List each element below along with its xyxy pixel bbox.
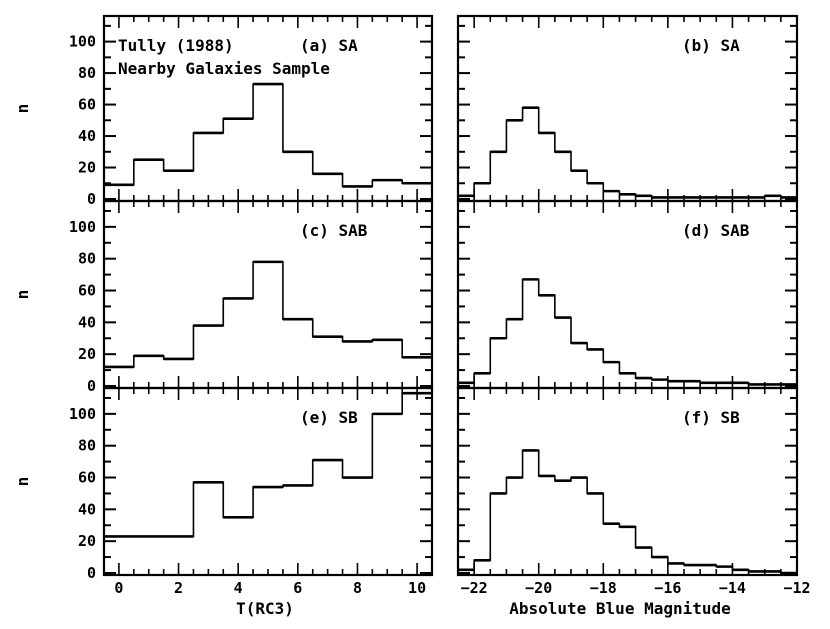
panel-5: 0 20 40 60 80 100 n 0 2 4 6 8 10 (e) SB — [13, 386, 434, 597]
panel-1: 0 20 40 60 80 100 n (a) SA — [13, 14, 434, 208]
histogram-step-line — [457, 449, 797, 574]
panel-2: (b) SA — [456, 14, 799, 203]
x-tick-label: −16 — [654, 579, 681, 597]
y-tick-label: 20 — [78, 345, 96, 363]
y-tick-label: 0 — [87, 377, 96, 395]
y-axis-label: n — [13, 477, 32, 487]
y-tick-label: 80 — [78, 64, 96, 82]
panel-label: (a) SA — [300, 36, 358, 55]
x-axis-label-left: T(RC3) — [236, 599, 294, 618]
panel-label: (f) SB — [682, 408, 740, 427]
x-tick-label: 2 — [174, 579, 183, 597]
x-axis-label-right: Absolute Blue Magnitude — [509, 599, 731, 618]
y-tick-label: 20 — [78, 532, 96, 550]
histogram-step-line — [103, 83, 433, 199]
panel-4: (d) SAB — [456, 199, 799, 390]
y-tick-label: 60 — [78, 96, 96, 114]
x-tick-label: 0 — [114, 579, 123, 597]
panel-frame — [102, 386, 434, 577]
histogram-step-line — [457, 278, 798, 386]
panel-3: 0 20 40 60 80 100 n (c) SAB — [13, 199, 434, 395]
x-tick-label: −20 — [525, 579, 552, 597]
panel-label: (d) SAB — [682, 221, 750, 240]
x-tick-label: −22 — [461, 579, 488, 597]
y-tick-label: 40 — [78, 127, 96, 145]
x-tick-label: 10 — [408, 579, 426, 597]
y-tick-label: 100 — [69, 405, 96, 423]
panel-frame — [456, 386, 799, 577]
y-tick-label: 0 — [87, 190, 96, 208]
x-tick-label: 4 — [234, 579, 243, 597]
y-tick-label: 100 — [69, 218, 96, 236]
panel-label: (b) SA — [682, 36, 740, 55]
y-tick-label: 40 — [78, 313, 96, 331]
annotation-line1: Tully (1988) — [118, 36, 234, 55]
histogram-step-line — [103, 392, 433, 573]
y-tick-label: 60 — [78, 282, 96, 300]
x-tick-label: −14 — [719, 579, 746, 597]
panel-6: −22 −20 −18 −16 −14 −12 (f) SB — [456, 386, 811, 597]
x-tick-label: 8 — [353, 579, 362, 597]
y-tick-label: 60 — [78, 469, 96, 487]
x-tick-label: −18 — [590, 579, 617, 597]
panel-label: (e) SB — [300, 408, 358, 427]
y-tick-label: 100 — [69, 33, 96, 51]
panel-frame — [456, 14, 799, 203]
panel-frame — [102, 199, 434, 390]
histogram-step-line — [103, 261, 433, 386]
panel-label: (c) SAB — [300, 221, 368, 240]
x-tick-label: 6 — [293, 579, 302, 597]
y-axis-label: n — [13, 290, 32, 300]
y-axis-label: n — [13, 104, 32, 114]
y-tick-label: 20 — [78, 159, 96, 177]
y-tick-label: 80 — [78, 437, 96, 455]
x-tick-label: −12 — [783, 579, 810, 597]
y-tick-label: 40 — [78, 500, 96, 518]
y-tick-label: 80 — [78, 250, 96, 268]
annotation-line2: Nearby Galaxies Sample — [118, 59, 330, 78]
y-tick-label: 0 — [87, 564, 96, 582]
